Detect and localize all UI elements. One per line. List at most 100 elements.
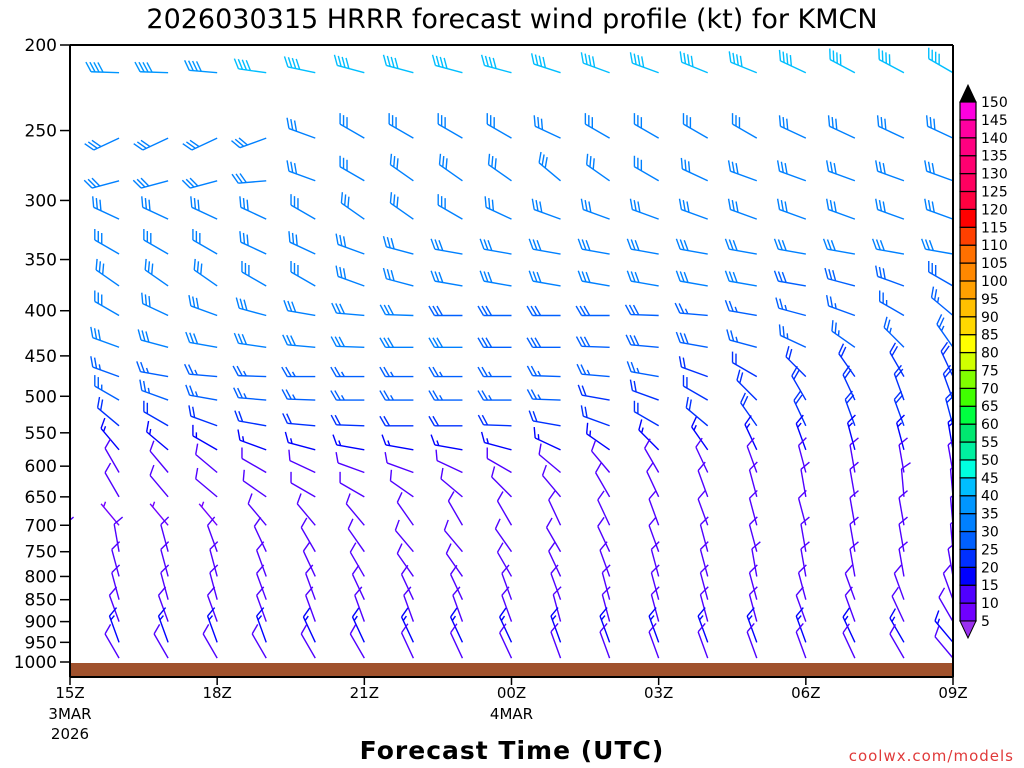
barb-full-feather (536, 271, 542, 283)
barb-staff (396, 553, 414, 577)
colorbar-swatch (959, 369, 977, 389)
barb-full-feather (93, 328, 98, 340)
barb-staff (394, 529, 414, 553)
barb-staff (538, 162, 562, 182)
wind-barb (526, 305, 561, 317)
wind-barb (70, 640, 71, 643)
barb-full-feather (577, 384, 583, 396)
colorbar-swatch (959, 208, 977, 228)
wind-barb (727, 198, 758, 220)
barb-full-feather (43, 178, 51, 186)
barb-full-feather (481, 337, 489, 348)
colorbar-label: 10 (981, 596, 999, 612)
barb-staff (898, 548, 905, 577)
wind-barb (548, 541, 562, 577)
wind-barb (575, 336, 610, 348)
wind-barb (699, 564, 709, 600)
wind-barb (335, 233, 365, 255)
barb-staff (499, 616, 513, 643)
barb-full-feather (687, 161, 691, 173)
barb-staff (97, 407, 120, 427)
wind-barb (775, 297, 807, 317)
barb-half-feather (390, 371, 394, 377)
wind-barb (157, 586, 169, 622)
barb-staff (238, 342, 267, 348)
barb-full-feather (499, 607, 507, 618)
colorbar-label: 100 (981, 274, 1008, 290)
barb-full-feather (793, 390, 801, 401)
barb-full-feather (793, 369, 800, 380)
barb-staff (483, 280, 512, 287)
barb-staff (337, 462, 365, 474)
barb-full-feather (499, 623, 507, 634)
barb-staff (339, 123, 365, 139)
barb-full-feather (822, 238, 828, 250)
barb-staff (650, 549, 660, 577)
barb-full-feather (247, 493, 253, 505)
barb-half-feather (797, 615, 802, 621)
barb-full-feather (650, 564, 660, 574)
barb-full-feather (942, 364, 952, 375)
barb-full-feather (379, 415, 386, 427)
barb-full-feather (496, 491, 504, 502)
barb-full-feather (798, 437, 807, 446)
barb-full-feather (530, 337, 538, 348)
barb-staff (190, 305, 218, 317)
barb-staff (435, 64, 463, 74)
barb-staff (680, 248, 708, 255)
barb-full-feather (36, 144, 45, 150)
wind-barb (83, 177, 120, 189)
barb-staff (891, 595, 905, 622)
wind-barb (585, 153, 611, 182)
barb-full-feather (739, 55, 743, 67)
barb-full-feather (242, 232, 246, 244)
barb-full-feather (878, 266, 883, 278)
barb-full-feather (847, 414, 856, 424)
barb-full-feather (786, 118, 789, 130)
barb-full-feather (824, 267, 829, 279)
barb-staff (354, 595, 365, 622)
barb-half-feather (340, 394, 345, 401)
barb-full-feather (58, 438, 64, 447)
barb-full-feather (934, 626, 940, 637)
barb-full-feather (148, 296, 151, 308)
barb-staff (390, 164, 414, 182)
barb-staff (70, 180, 71, 182)
barb-full-feather (876, 115, 880, 127)
barb-half-feather (889, 327, 892, 334)
colorbar-swatch (959, 584, 977, 604)
colorbar-swatch (959, 298, 977, 318)
barb-full-feather (284, 431, 289, 443)
barb-full-feather (443, 57, 448, 69)
wind-barb (108, 607, 120, 643)
barb-staff (680, 280, 708, 287)
colorbar-swatch (959, 459, 977, 479)
wind-barb (740, 392, 758, 427)
wind-barb (281, 389, 316, 401)
wind-barb (104, 624, 120, 659)
barb-staff (898, 524, 905, 552)
wind-barb (396, 543, 414, 577)
wind-barb (144, 258, 169, 287)
barb-staff (238, 180, 267, 184)
wind-barb (746, 622, 758, 659)
barb-full-feather (728, 271, 734, 283)
barb-full-feather (726, 329, 731, 341)
barb-full-feather (584, 406, 588, 418)
barb-staff (94, 239, 120, 255)
barb-staff (253, 526, 267, 553)
barb-staff (581, 373, 610, 378)
barb-staff (386, 278, 414, 287)
wind-barb (477, 305, 512, 317)
barb-staff (632, 389, 659, 401)
barb-full-feather (93, 357, 98, 369)
colorbar-swatch (959, 530, 977, 551)
barb-staff (70, 640, 71, 643)
barb-full-feather (630, 271, 636, 283)
y-tick-label: 650 (25, 488, 57, 508)
barb-full-feather (697, 490, 706, 500)
barb-staff (732, 123, 758, 139)
barb-staff (532, 248, 561, 255)
wind-barb (449, 623, 464, 659)
barb-full-feather (379, 337, 386, 348)
